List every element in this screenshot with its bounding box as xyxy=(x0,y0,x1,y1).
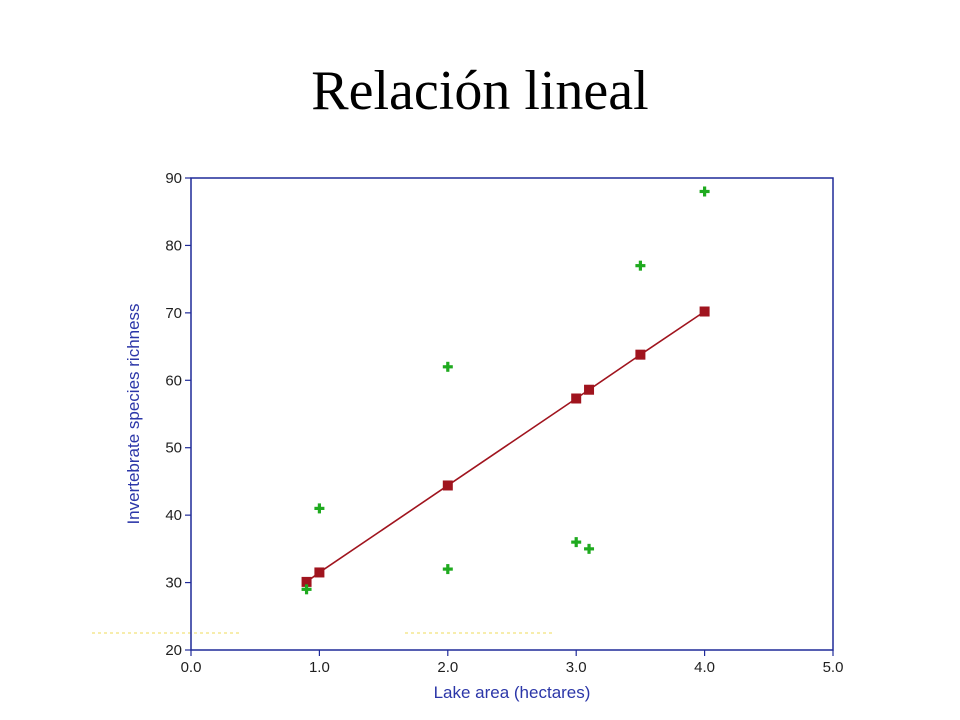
fitted-point xyxy=(301,576,312,587)
plus-marker-vertical xyxy=(638,260,642,271)
observed-point xyxy=(635,260,646,271)
slide-title: Relación lineal xyxy=(311,60,649,122)
plus-marker-vertical xyxy=(703,186,707,197)
plus-marker-vertical xyxy=(574,537,578,548)
data-points-layer xyxy=(301,186,710,595)
x-tick-label: 1.0 xyxy=(309,659,330,676)
x-tick-label: 4.0 xyxy=(694,659,715,676)
x-tick-label: 3.0 xyxy=(566,659,587,676)
x-tick-label: 0.0 xyxy=(181,659,202,676)
y-tick-label: 40 xyxy=(165,507,182,524)
y-tick-label: 70 xyxy=(165,305,182,322)
plus-marker-vertical xyxy=(446,564,450,575)
y-tick-label: 50 xyxy=(165,440,182,457)
plus-marker-vertical xyxy=(317,503,321,514)
y-axis-label: Invertebrate species richness xyxy=(124,303,143,524)
fitted-point xyxy=(635,349,646,360)
plot-frame xyxy=(190,177,834,651)
observed-point xyxy=(699,186,710,197)
x-tick-label: 5.0 xyxy=(823,659,844,676)
y-tick-label: 20 xyxy=(165,642,182,659)
y-tick-label: 90 xyxy=(165,170,182,187)
axis-ticks: 0.0 1.0 2.0 3.0 4.0 5.0 20 30 40 50 60 70 80 90 xyxy=(165,170,843,676)
observed-point xyxy=(301,584,312,595)
observed-point xyxy=(442,564,453,575)
fitted-point xyxy=(314,567,325,578)
y-tick-label: 30 xyxy=(165,575,182,592)
plus-marker-vertical xyxy=(304,584,309,595)
y-tick-label: 60 xyxy=(165,372,182,389)
observed-point xyxy=(442,361,453,372)
x-axis-label: Lake area (hectares) xyxy=(434,683,591,702)
x-tick-label: 2.0 xyxy=(437,659,458,676)
fitted-point xyxy=(584,384,595,395)
plus-marker-vertical xyxy=(587,543,591,554)
plus-marker-vertical xyxy=(446,361,450,372)
fitted-point xyxy=(442,480,453,491)
observed-point xyxy=(314,503,325,514)
observed-point xyxy=(571,537,582,548)
observed-point xyxy=(584,543,595,554)
fitted-point xyxy=(699,306,710,317)
y-tick-label: 80 xyxy=(165,237,182,254)
fitted-point xyxy=(571,393,582,404)
